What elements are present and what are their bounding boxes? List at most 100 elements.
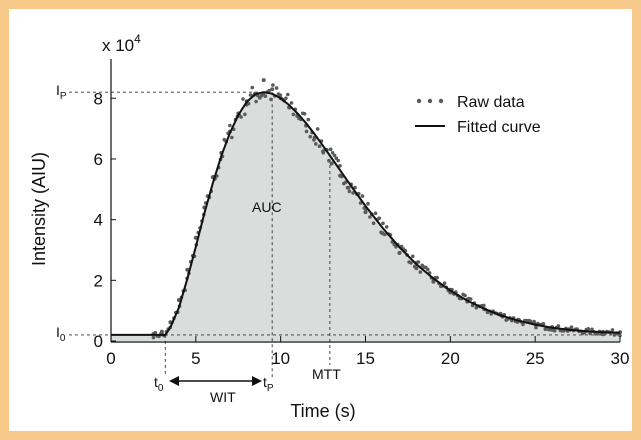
raw-data-point	[230, 135, 234, 140]
raw-data-point	[267, 88, 271, 93]
raw-data-point	[314, 142, 318, 146]
raw-data-point	[435, 275, 439, 280]
raw-data-point	[416, 260, 421, 264]
raw-data-point	[482, 303, 486, 308]
fitted-curve-layer	[111, 91, 621, 336]
raw-data-point	[261, 78, 266, 83]
x-tick-label: 20	[441, 349, 460, 368]
raw-data-point	[360, 194, 365, 198]
chart: 0 5 10 15 20 25 30 0 2 4 6 8 x 104 Time (s) Intensi…	[29, 32, 630, 421]
raw-data-point	[541, 322, 546, 326]
y-tick-label: 8	[94, 89, 103, 108]
raw-data-point	[286, 92, 290, 97]
raw-data-point	[269, 97, 273, 102]
raw-data-point	[302, 112, 307, 116]
x-tick-label: 10	[271, 349, 290, 368]
wit-label: WIT	[210, 389, 236, 405]
x-tick-label: 0	[106, 349, 115, 368]
raw-data-point	[418, 270, 423, 274]
raw-data-point	[552, 329, 557, 333]
axes-layer: 0 5 10 15 20 25 30 0 2 4 6 8	[94, 59, 630, 368]
raw-data-point	[328, 147, 333, 152]
y-tick-label: 0	[94, 332, 103, 351]
legend-fit-label: Fitted curve	[457, 119, 541, 136]
raw-data-point	[426, 267, 430, 272]
raw-data-point	[329, 161, 334, 166]
raw-data-point	[193, 235, 198, 240]
raw-data-point	[274, 86, 279, 90]
x-tick-label: 5	[191, 349, 200, 368]
raw-data-point	[371, 221, 376, 225]
raw-data-point	[315, 127, 320, 131]
x-tick-label: 15	[356, 349, 375, 368]
raw-data-point	[327, 158, 331, 163]
raw-data-point	[336, 158, 341, 163]
raw-data-point	[250, 85, 255, 90]
raw-data-point	[270, 87, 275, 92]
x-tick-label: 30	[611, 349, 630, 368]
raw-data-point	[304, 129, 309, 134]
raw-data-point	[241, 97, 245, 101]
y-tick-label: 6	[94, 150, 103, 169]
raw-data-point	[569, 325, 574, 330]
raw-data-point	[345, 185, 350, 190]
raw-data-point	[398, 250, 402, 255]
legend-raw-marker	[416, 98, 444, 104]
raw-data-point	[590, 327, 594, 332]
raw-data-point	[586, 327, 591, 331]
raw-data-point	[334, 156, 339, 160]
raw-data-point	[618, 333, 622, 338]
raw-data-point	[271, 83, 275, 87]
raw-data-point	[610, 328, 615, 332]
raw-data-point	[289, 101, 294, 105]
ip-label: IP	[56, 82, 67, 102]
raw-data-point	[308, 134, 313, 139]
raw-data-point	[343, 180, 348, 185]
raw-data-point	[321, 150, 326, 155]
tp-label: tP	[263, 374, 274, 394]
auc-area	[111, 92, 620, 341]
y-axis-title: Intensity (AIU)	[29, 152, 49, 266]
raw-data-point	[412, 264, 417, 269]
raw-data-point	[521, 322, 525, 327]
raw-data-point	[278, 93, 283, 97]
raw-data-point	[363, 210, 368, 215]
raw-data-point	[373, 211, 378, 216]
raw-data-point	[381, 221, 385, 226]
auc-label: AUC	[252, 199, 282, 215]
raw-data-point	[254, 99, 258, 104]
raw-data-point	[347, 189, 352, 194]
raw-data-point	[411, 254, 415, 259]
raw-data-point	[383, 232, 387, 237]
figure-frame: 0 5 10 15 20 25 30 0 2 4 6 8 x 104 Time (s) Intensi…	[9, 9, 632, 431]
raw-data-point	[534, 325, 538, 330]
raw-data-point	[153, 330, 158, 335]
raw-data-point	[468, 297, 473, 301]
i0-label: I0	[56, 324, 66, 344]
y-multiplier: x 104	[102, 32, 141, 55]
raw-data-point	[246, 101, 251, 106]
raw-data-point	[368, 215, 372, 219]
raw-data-point	[291, 112, 296, 117]
raw-data-point	[248, 93, 253, 97]
raw-data-point	[463, 293, 467, 298]
raw-data-point	[442, 281, 447, 286]
auc-area-layer	[111, 92, 620, 341]
raw-data-point	[330, 151, 335, 155]
raw-data-point	[556, 324, 561, 328]
x-axis-title: Time (s)	[290, 401, 355, 421]
raw-data-point	[377, 216, 382, 220]
y-tick-label: 2	[94, 271, 103, 290]
legend-raw-label: Raw data	[457, 94, 525, 111]
raw-data-point	[263, 94, 268, 98]
y-tick-label: 4	[94, 211, 103, 230]
raw-data-point	[489, 312, 494, 316]
raw-data-point	[384, 225, 389, 229]
raw-data-point	[317, 144, 322, 148]
raw-data-point	[366, 201, 370, 206]
x-tick-label: 25	[526, 349, 545, 368]
raw-data-point	[243, 112, 247, 117]
raw-data-point	[185, 267, 190, 272]
raw-data-point	[151, 335, 156, 340]
raw-data-point	[228, 123, 232, 128]
